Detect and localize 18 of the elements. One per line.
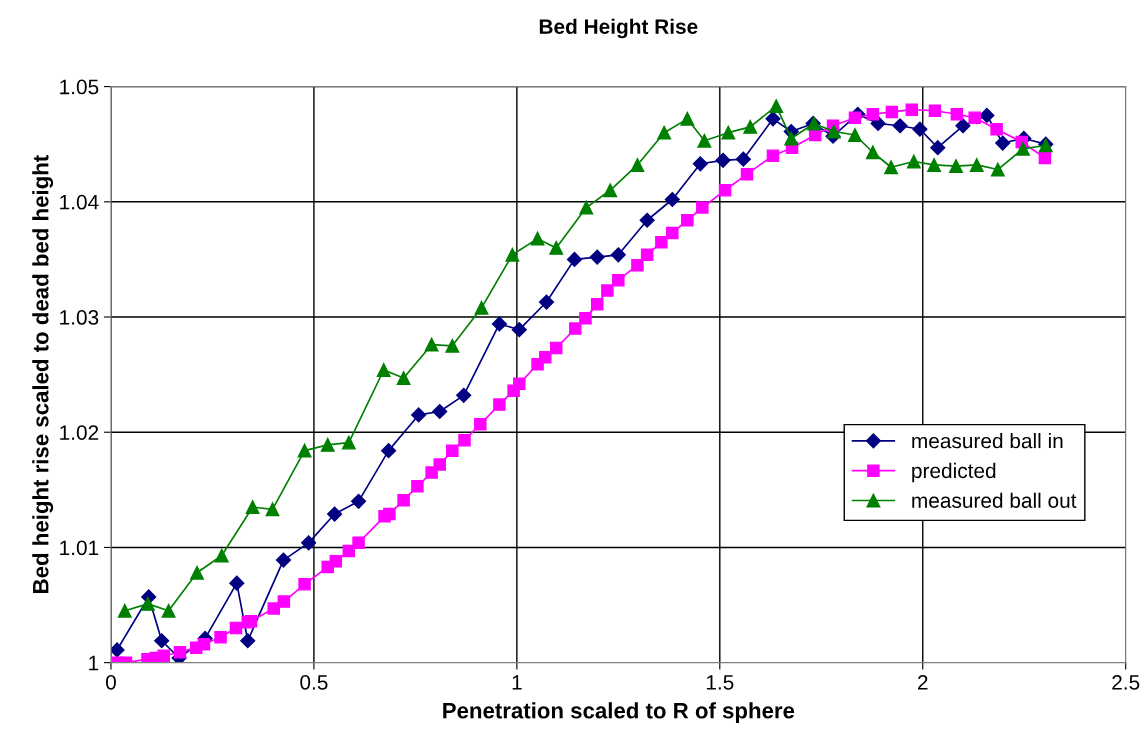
y-axis-title: Bed height rise scaled to dead bed height xyxy=(32,155,54,593)
legend-label: predicted xyxy=(912,462,996,483)
y-tick-label: 1.04 xyxy=(60,194,99,210)
legend-label: measured ball out xyxy=(912,492,1077,508)
y-tick-label: 1.02 xyxy=(60,425,99,440)
x-tick-label: 0 xyxy=(105,675,116,690)
x-tick-label: 1 xyxy=(512,675,522,690)
chart-title: Bed Height Rise xyxy=(539,18,698,39)
x-tick-label: 2 xyxy=(918,675,928,690)
y-tick-label: 1 xyxy=(89,655,99,671)
x-tick-label: 0.5 xyxy=(300,675,328,690)
y-tick-label: 1.01 xyxy=(60,540,99,556)
y-tick-label: 1.03 xyxy=(60,310,99,325)
legend-label: measured ball in xyxy=(912,433,1063,449)
x-tick-label: 2.5 xyxy=(1112,675,1140,690)
y-tick-label: 1.05 xyxy=(60,79,99,95)
x-axis-title: Penetration scaled to R of sphere xyxy=(443,702,795,723)
x-tick-label: 1.5 xyxy=(706,675,734,690)
